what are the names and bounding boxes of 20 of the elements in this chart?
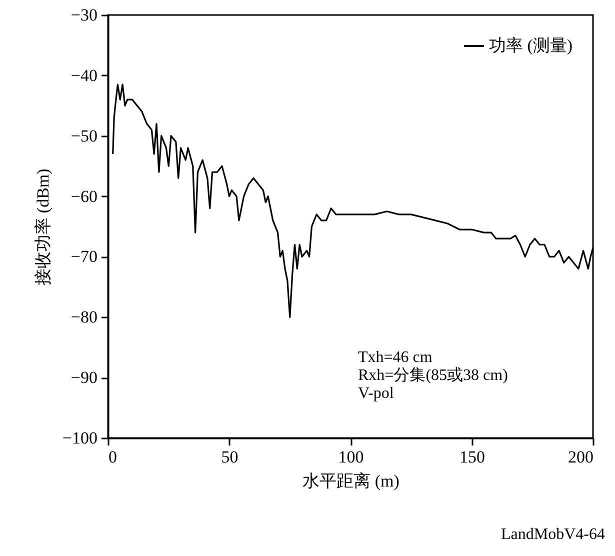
y-tick-label: −90	[70, 368, 98, 388]
x-tick-label: 200	[568, 448, 594, 466]
y-axis-title: 接收功率 (dBm)	[33, 168, 52, 286]
y-tick-label: −80	[70, 308, 98, 327]
x-tick-label: 0	[108, 448, 117, 466]
y-tick-label: −70	[70, 247, 98, 266]
annotation: V-pol	[358, 385, 394, 402]
x-axis-title: 水平距离 (m)	[302, 472, 400, 490]
y-tick-label: −60	[70, 186, 98, 206]
annotation: Txh=46 cm	[358, 349, 433, 366]
x-tick-label: 100	[338, 448, 364, 466]
y-tick-label: −50	[70, 126, 98, 146]
x-tick-label: 150	[460, 448, 485, 466]
y-tick-label: −100	[62, 428, 98, 448]
legend-label: 功率 (测量)	[489, 36, 573, 55]
y-tick-label: −30	[70, 6, 98, 24]
text: LandMobV4-64	[501, 526, 605, 543]
y-tick-label: −40	[70, 66, 98, 85]
annotation: Rxh=分集(85或38 cm)	[358, 366, 508, 384]
x-tick-label: 50	[221, 448, 238, 466]
